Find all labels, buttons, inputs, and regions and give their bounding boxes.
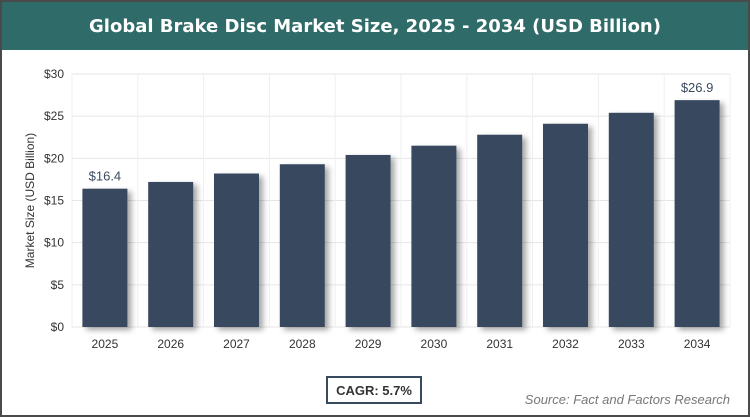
bar	[543, 123, 588, 327]
x-tick-label: 2026	[157, 337, 184, 351]
source-note: Source: Fact and Factors Research	[524, 392, 730, 407]
bar	[674, 100, 720, 327]
cagr-badge: CAGR: 5.7%	[326, 376, 422, 404]
y-tick-label: $5	[51, 278, 65, 292]
data-label: $16.4	[89, 169, 122, 184]
y-tick-label: $15	[44, 194, 64, 208]
y-tick-label: $10	[44, 236, 64, 250]
bar	[345, 154, 391, 327]
x-tick-label: 2030	[421, 337, 448, 351]
chart-title: Global Brake Disc Market Size, 2025 - 20…	[2, 2, 748, 50]
x-tick-label: 2031	[486, 337, 513, 351]
x-tick-label: 2034	[684, 337, 711, 351]
data-label: $26.9	[681, 80, 714, 95]
x-tick-label: 2025	[92, 337, 119, 351]
x-tick-label: 2032	[552, 337, 579, 351]
y-tick-label: $0	[51, 320, 65, 334]
x-tick-label: 2027	[223, 337, 250, 351]
bar	[82, 188, 128, 327]
bar	[477, 134, 523, 327]
bar	[148, 181, 194, 327]
x-tick-label: 2029	[355, 337, 382, 351]
x-tick-label: 2033	[618, 337, 645, 351]
y-axis-title: Market Size (USD Billion)	[23, 133, 37, 268]
y-tick-label: $25	[44, 109, 64, 123]
y-tick-label: $20	[44, 151, 64, 165]
bar	[214, 173, 259, 327]
y-tick-label: $30	[44, 67, 64, 81]
x-tick-label: 2028	[289, 337, 316, 351]
bar	[608, 112, 654, 327]
bar	[279, 164, 325, 327]
bar	[411, 145, 457, 327]
